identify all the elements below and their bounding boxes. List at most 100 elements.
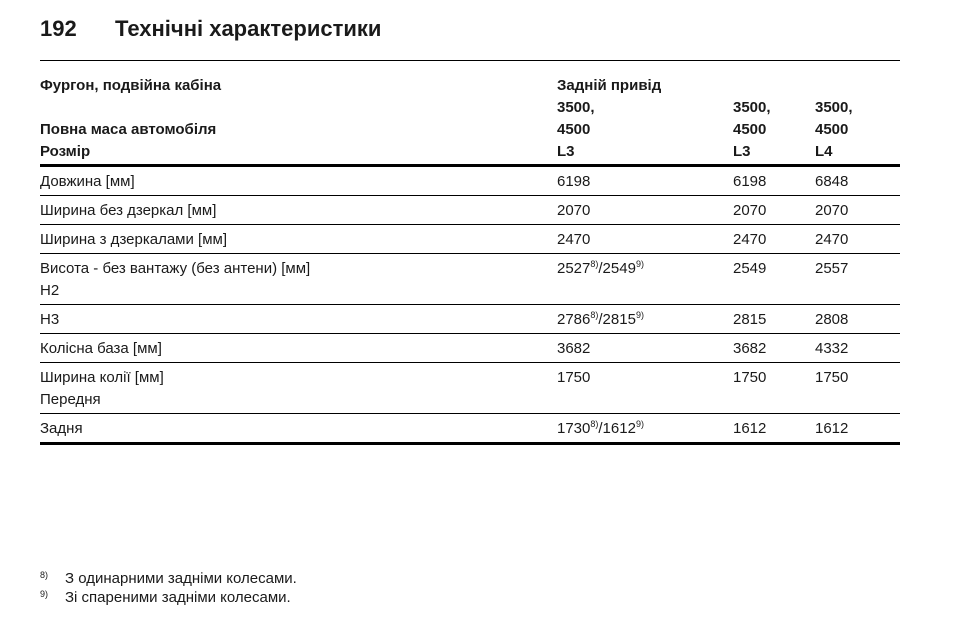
cell-line: 4500 — [733, 121, 767, 138]
footnote-ref: 8) — [590, 259, 599, 269]
cell-line: 4500 — [557, 121, 591, 138]
page-title: Технічні характеристики — [115, 16, 382, 41]
mass-cell: 3500, 4500 — [815, 97, 900, 141]
page-number: 192 — [40, 16, 77, 41]
value-cell: 1750 — [557, 367, 733, 411]
value-cell: 2470 — [815, 229, 900, 251]
footnote-ref: 9) — [635, 310, 644, 320]
cell-line: Задня — [40, 420, 83, 437]
value-text: 2070 — [557, 202, 591, 219]
footnote-mark: 9) — [40, 589, 49, 599]
value-text: 6848 — [815, 173, 849, 190]
cell-line: Колісна база [мм] — [40, 340, 162, 357]
footnotes: 8) З одинарними задніми колесами. 9) Зі спа… — [40, 569, 297, 607]
value-cell: 2070 — [733, 200, 815, 222]
data-row: Ширина без дзеркал [мм] 2070 2070 2070 — [40, 196, 900, 225]
mass-row: Повна маса автомобіля 3500, 4500 3500, 4500 3… — [40, 97, 900, 141]
data-row: Задня 17308)/16129) 1612 1612 — [40, 414, 900, 445]
value-text: 3682 — [733, 340, 767, 357]
footnote: 9) Зі спареними задніми колесами. — [40, 588, 297, 607]
footnote-text: З одинарними задніми колесами. — [65, 570, 297, 587]
footnote-ref: 8) — [590, 419, 599, 429]
footnote-ref: 8) — [590, 310, 599, 320]
value-cell: 2470 — [733, 229, 815, 251]
value-text: 2470 — [733, 231, 767, 248]
cell-line: H3 — [40, 311, 60, 328]
spec-table: Фургон, подвійна кабіна Задній привід Повн… — [40, 75, 900, 445]
value-text: 2070 — [733, 202, 767, 219]
value-cell: 2808 — [815, 309, 900, 331]
value-cell: 2470 — [557, 229, 733, 251]
row-label: Колісна база [мм] — [40, 338, 557, 360]
cell-line: Ширина з дзеркалами [мм] — [40, 231, 227, 248]
footnote-ref: 9) — [635, 259, 644, 269]
value-cell: 2815 — [733, 309, 815, 331]
mass-label: Повна маса автомобіля — [40, 121, 217, 138]
size-cell: L3 — [557, 143, 575, 160]
value-text: 2815 — [733, 311, 767, 328]
data-row: Висота - без вантажу (без антени) [мм] H2… — [40, 254, 900, 305]
cell-line: 3500, — [557, 99, 595, 116]
value-cell: 2070 — [815, 200, 900, 222]
size-label: Розмір — [40, 143, 91, 160]
cell-line: H2 — [40, 282, 60, 299]
cell-line: Висота - без вантажу (без антени) [мм] — [40, 260, 311, 277]
mass-cell: 3500, 4500 — [557, 97, 733, 141]
row-label: Висота - без вантажу (без антени) [мм] H2 — [40, 258, 557, 302]
value-text: 2549 — [733, 260, 767, 277]
cell-line: 3500, — [815, 99, 853, 116]
value-text: 3682 — [557, 340, 591, 357]
value-text: 2786 — [557, 311, 591, 328]
size-cell: L4 — [815, 143, 833, 160]
value-cell: 2549 — [733, 258, 815, 302]
value-text: 2557 — [815, 260, 849, 277]
row-label: Ширина з дзеркалами [мм] — [40, 229, 557, 251]
value-text: 1730 — [557, 420, 591, 437]
value-cell: 2070 — [557, 200, 733, 222]
data-row: Довжина [мм] 6198 6198 6848 — [40, 167, 900, 196]
value-text: 1750 — [815, 369, 849, 386]
value-text: 2470 — [557, 231, 591, 248]
group-value: Задній привід — [557, 77, 662, 94]
value-cell: 1750 — [815, 367, 900, 411]
footnote-ref: 9) — [635, 419, 644, 429]
value-text: 6198 — [733, 173, 767, 190]
footnote-mark: 8) — [40, 570, 49, 580]
value-cell: 3682 — [557, 338, 733, 360]
footnote: 8) З одинарними задніми колесами. — [40, 569, 297, 588]
cell-line: Довжина [мм] — [40, 173, 135, 190]
value-cell: 1612 — [815, 418, 900, 440]
value-cell: 27868)/28159) — [557, 309, 733, 331]
cell-line: 4500 — [815, 121, 849, 138]
value-cell: 25278)/25499) — [557, 258, 733, 302]
data-row: Ширина з дзеркалами [мм] 2470 2470 2470 — [40, 225, 900, 254]
value-text: 4332 — [815, 340, 849, 357]
size-row: Розмір L3 L3 L4 — [40, 141, 900, 167]
footnote-text: Зі спареними задніми колесами. — [65, 589, 291, 606]
group-label: Фургон, подвійна кабіна — [40, 77, 222, 94]
cell-line: 3500, — [733, 99, 771, 116]
value-cell: 1750 — [733, 367, 815, 411]
cell-line: Ширина колії [мм] — [40, 369, 164, 386]
value-text: 1750 — [557, 369, 591, 386]
value-text: /2815 — [598, 311, 636, 328]
cell-line: Ширина без дзеркал [мм] — [40, 202, 217, 219]
value-text: 1612 — [733, 420, 767, 437]
row-label: Ширина без дзеркал [мм] — [40, 200, 557, 222]
value-text: 2808 — [815, 311, 849, 328]
value-cell: 1612 — [733, 418, 815, 440]
header-rule — [40, 60, 900, 61]
value-cell: 2557 — [815, 258, 900, 302]
size-cell: L3 — [733, 143, 751, 160]
value-text: 2470 — [815, 231, 849, 248]
row-label: H3 — [40, 309, 557, 331]
mass-cell: 3500, 4500 — [733, 97, 815, 141]
row-label: Ширина колії [мм] Передня — [40, 367, 557, 411]
value-cell: 4332 — [815, 338, 900, 360]
value-cell: 3682 — [733, 338, 815, 360]
value-cell: 6198 — [557, 171, 733, 193]
value-text: 1612 — [815, 420, 849, 437]
value-cell: 17308)/16129) — [557, 418, 733, 440]
cell-line: Передня — [40, 391, 101, 408]
